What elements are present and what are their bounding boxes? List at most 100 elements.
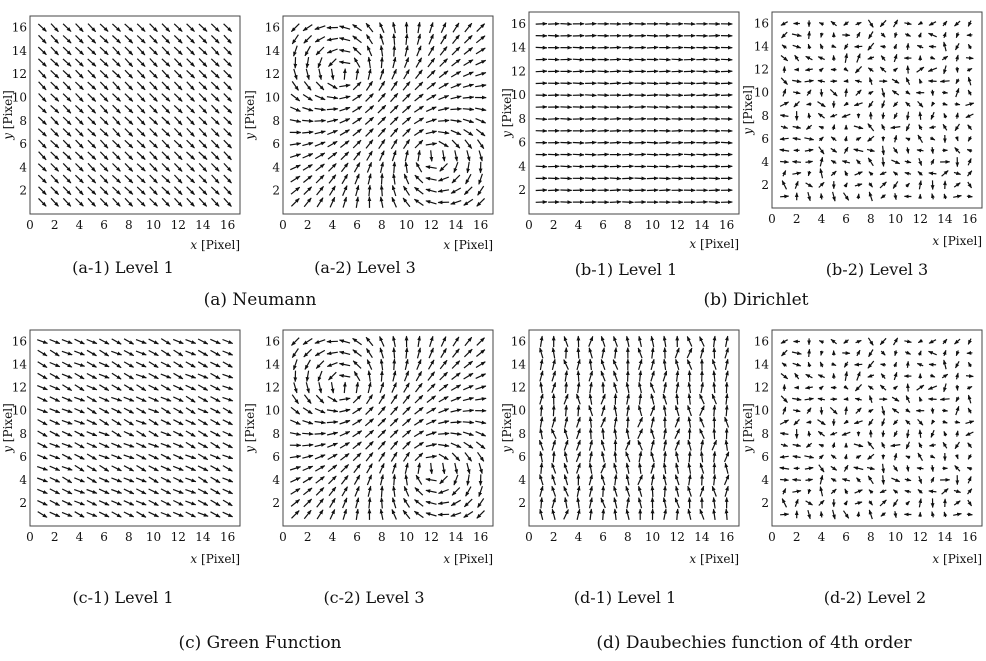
- vector-arrow: [942, 349, 947, 356]
- vector-arrow: [314, 443, 326, 448]
- x-tick-label: 14: [448, 218, 464, 232]
- vector-arrow: [866, 466, 875, 471]
- vector-arrow: [622, 164, 634, 169]
- vector-arrow: [854, 501, 863, 505]
- vector-arrow: [304, 359, 311, 370]
- vector-arrow: [425, 165, 437, 170]
- vector-arrow: [367, 485, 372, 497]
- vector-arrow: [198, 58, 208, 68]
- vector-arrow: [794, 372, 800, 380]
- vector-arrow: [317, 57, 323, 69]
- vector-arrow: [930, 101, 936, 107]
- vector-arrow: [818, 146, 825, 155]
- vector-arrow: [438, 383, 449, 392]
- vector-arrow: [794, 54, 800, 62]
- vector-arrow: [880, 350, 886, 356]
- vector-arrow: [856, 53, 861, 63]
- vector-arrow: [856, 371, 861, 381]
- vector-arrow: [391, 382, 397, 393]
- x-tick-label: 0: [525, 218, 533, 232]
- vector-arrow: [671, 152, 684, 157]
- vector-arrow: [927, 67, 938, 72]
- vector-arrow: [210, 23, 220, 32]
- vector-arrow: [38, 34, 47, 44]
- vector-arrow: [818, 464, 825, 473]
- vector-arrow: [853, 466, 864, 471]
- vector-arrow: [392, 335, 396, 348]
- vector-arrow: [223, 104, 233, 114]
- vector-arrow: [426, 383, 436, 392]
- vector-arrow: [438, 118, 450, 123]
- vector-arrow: [829, 113, 838, 118]
- vector-arrow: [663, 508, 668, 520]
- vector-arrow: [622, 81, 634, 86]
- vector-arrow: [99, 23, 109, 32]
- vector-arrow: [955, 87, 960, 98]
- vector-arrow: [391, 196, 397, 208]
- vector-arrow: [124, 46, 134, 56]
- vector-arrow: [465, 486, 472, 497]
- vector-arrow: [843, 464, 849, 472]
- vector-arrow: [173, 151, 183, 161]
- vector-arrow: [712, 404, 717, 417]
- vector-arrow: [572, 57, 585, 62]
- vector-arrow: [881, 475, 886, 485]
- vector-arrow: [966, 32, 973, 37]
- vector-arrow: [302, 407, 313, 415]
- vector-arrow: [61, 466, 73, 471]
- vector-arrow: [535, 164, 548, 169]
- vector-arrow: [539, 381, 544, 394]
- vector-arrow: [879, 66, 887, 73]
- vector-arrow: [942, 359, 947, 370]
- vector-arrow: [475, 397, 487, 401]
- vector-arrow: [438, 488, 449, 494]
- vector-arrow: [99, 104, 109, 114]
- vector-arrow: [314, 420, 326, 425]
- vector-arrow: [364, 418, 374, 427]
- vector-arrow: [392, 473, 397, 486]
- x-tick-label: 0: [26, 218, 34, 232]
- vector-arrow: [124, 23, 134, 32]
- vector-arrow: [943, 383, 947, 393]
- vector-arrow: [724, 381, 729, 394]
- vector-arrow: [50, 104, 60, 114]
- vector-arrow: [74, 489, 86, 494]
- vector-arrow: [439, 46, 448, 56]
- vector-arrow: [136, 198, 146, 207]
- vector-arrow: [50, 197, 59, 207]
- x-tick-label: 2: [304, 218, 312, 232]
- vector-arrow: [352, 441, 362, 450]
- vector-arrow: [792, 159, 802, 164]
- vector-arrow: [551, 370, 556, 382]
- vector-arrow: [136, 453, 147, 460]
- vector-arrow: [415, 370, 423, 382]
- vector-arrow: [966, 466, 973, 471]
- vector-arrow: [425, 489, 437, 494]
- vector-arrow: [548, 188, 560, 193]
- vector-arrow: [415, 69, 423, 79]
- vector-arrow: [854, 383, 863, 392]
- vector-arrow: [817, 112, 825, 119]
- vector-arrow: [867, 453, 875, 460]
- vector-arrow: [450, 499, 461, 507]
- vector-arrow: [342, 497, 348, 509]
- y-tick-label: 10: [754, 86, 769, 100]
- vector-arrow: [440, 22, 447, 33]
- vector-arrow: [426, 69, 436, 79]
- vector-arrow: [186, 81, 195, 91]
- vector-arrow: [62, 23, 72, 32]
- vector-arrow: [340, 151, 350, 161]
- x-tick-label: 0: [279, 530, 287, 544]
- vector-arrow: [475, 385, 487, 390]
- vector-arrow: [793, 100, 800, 108]
- vector-arrow: [462, 431, 474, 436]
- vector-arrow: [699, 462, 705, 474]
- vector-arrow: [585, 128, 597, 133]
- vector-arrow: [197, 430, 209, 438]
- vector-arrow: [197, 442, 209, 449]
- vector-arrow: [869, 77, 873, 85]
- vector-arrow: [210, 430, 221, 437]
- vector-arrow: [209, 454, 221, 460]
